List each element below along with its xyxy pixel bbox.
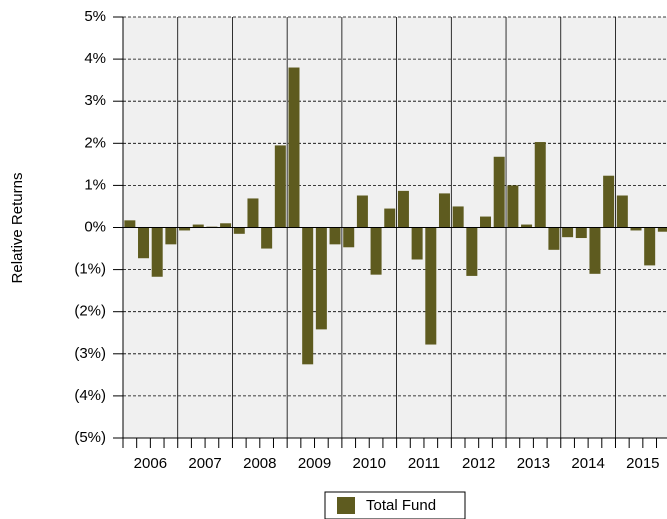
bar: [356, 195, 368, 228]
bar: [616, 195, 628, 228]
x-tick-label: 2015: [626, 455, 659, 472]
x-tick-label: 2008: [243, 455, 276, 472]
x-tick-label: 2007: [188, 455, 221, 472]
bar: [425, 227, 437, 345]
bar: [466, 227, 478, 276]
y-axis-title: Relative Returns: [9, 173, 26, 284]
bar: [192, 224, 204, 228]
bar: [657, 227, 667, 232]
legend-swatch: [337, 497, 355, 514]
legend-label: Total Fund: [366, 497, 436, 514]
x-tick-label: 2013: [517, 455, 550, 472]
bar: [220, 223, 232, 228]
bar: [397, 190, 409, 228]
bar: [507, 185, 519, 228]
bar: [452, 206, 464, 228]
bar: [630, 227, 642, 231]
bar: [575, 227, 587, 239]
y-tick-label: (1%): [74, 261, 106, 278]
bar: [261, 227, 273, 249]
bar: [302, 227, 314, 365]
y-tick-label: (4%): [74, 387, 106, 404]
bar: [247, 198, 259, 228]
x-tick-label: 2010: [353, 455, 386, 472]
bar: [329, 227, 341, 245]
bar: [534, 142, 546, 228]
bar: [480, 216, 492, 228]
bar: [370, 227, 382, 275]
y-tick-label: 1%: [84, 176, 106, 193]
bar: [124, 220, 136, 228]
bar: [315, 227, 327, 330]
bar: [233, 227, 245, 234]
x-tick-label: 2011: [408, 455, 440, 472]
bar: [274, 145, 286, 228]
bar: [384, 208, 396, 228]
y-tick-label: 2%: [84, 134, 106, 151]
bar: [589, 227, 601, 274]
bar: [138, 227, 150, 259]
y-tick-label: (2%): [74, 303, 106, 320]
bar: [411, 227, 423, 260]
x-tick-label: 2012: [462, 455, 495, 472]
x-tick-label: 2006: [134, 455, 167, 472]
y-tick-label: 0%: [84, 218, 106, 235]
bar: [521, 224, 533, 228]
bar: [179, 227, 191, 231]
bar: [438, 193, 450, 228]
y-tick-label: 4%: [84, 50, 106, 67]
bar: [562, 227, 574, 238]
bar: [493, 156, 505, 228]
y-tick-label: (5%): [74, 429, 106, 446]
y-tick-label: (3%): [74, 345, 106, 362]
bar: [165, 227, 177, 245]
bar: [603, 175, 615, 228]
bar: [548, 227, 560, 250]
x-tick-label: 2009: [298, 455, 331, 472]
y-tick-label: 3%: [84, 92, 106, 109]
bar: [644, 227, 656, 266]
bar: [343, 227, 355, 248]
y-tick-label: 5%: [84, 8, 106, 25]
bar: [151, 227, 163, 277]
x-tick-label: 2014: [571, 455, 604, 472]
bar: [288, 67, 300, 228]
